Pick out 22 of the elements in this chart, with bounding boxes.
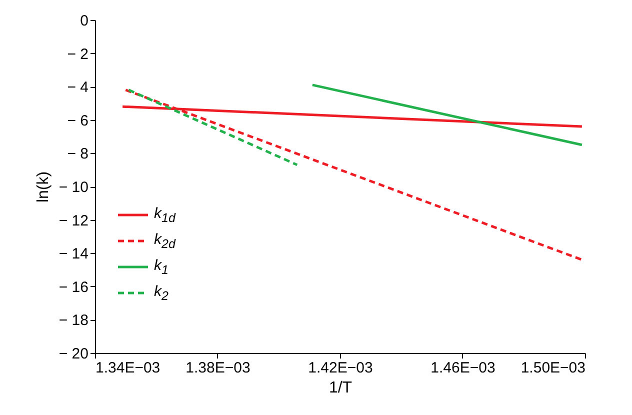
x-tick-label: 1.46E−03: [430, 360, 496, 376]
legend-label: k$_{2d}$: [154, 231, 176, 251]
y-tick-label: − 2: [67, 46, 88, 63]
y-tick-label: 0: [80, 12, 88, 30]
y-tick-label: − 16: [58, 278, 88, 296]
y-tick-label: − 20: [58, 346, 88, 362]
x-tick-label: 1.34E−03: [96, 360, 160, 376]
y-tick-label: − 12: [58, 212, 88, 230]
legend-label: k$_{1}$: [154, 257, 168, 277]
legend-label: k$_{1d}$: [154, 205, 176, 225]
y-tick-label: − 4: [67, 79, 88, 96]
y-tick-label: − 6: [67, 112, 88, 130]
x-tick-label: 1.38E−03: [186, 360, 250, 376]
y-tick-label: − 10: [58, 179, 88, 196]
y-tick-label: − 18: [58, 312, 88, 330]
x-tick-label: 1.42E−03: [308, 360, 373, 376]
y-axis-title: ln(k): [34, 171, 52, 203]
x-tick-label: 1.50E−03: [520, 360, 586, 376]
y-tick-label: − 8: [67, 146, 88, 163]
legend-label: k$_{2}$: [154, 283, 168, 303]
y-tick-label: − 14: [58, 246, 88, 263]
x-axis-title: 1/T: [328, 380, 352, 396]
